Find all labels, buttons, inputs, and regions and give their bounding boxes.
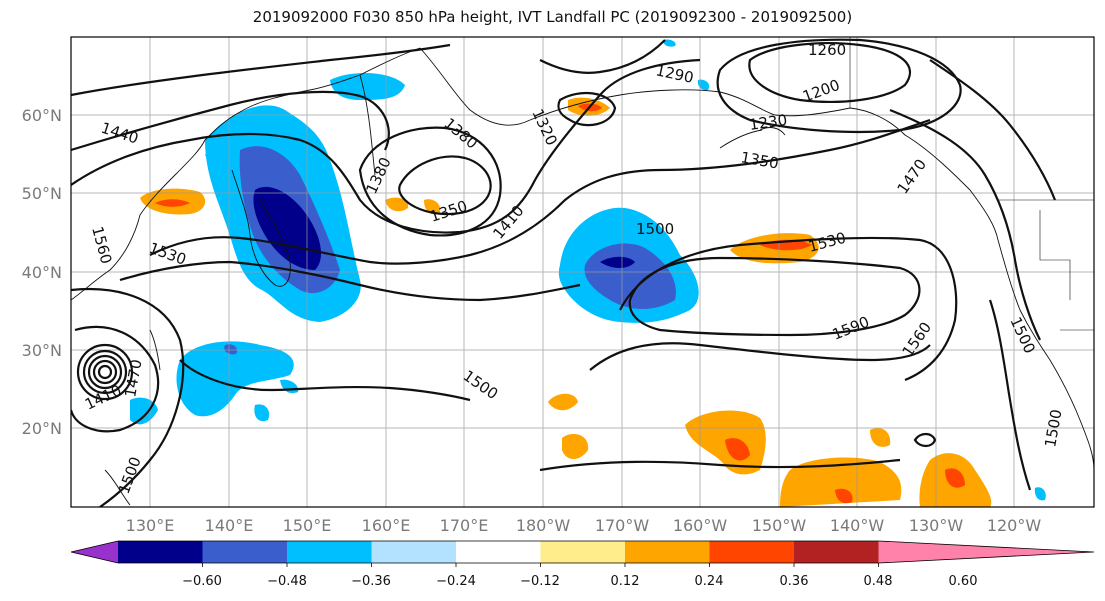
- colorbar-segments: [70, 540, 1095, 567]
- lon-label: 140°W: [830, 516, 885, 535]
- lon-label: 140°E: [205, 516, 254, 535]
- colorbar-tick-label: 0.36: [780, 574, 809, 589]
- ivt-shading: [130, 39, 1046, 507]
- negative-anomaly-subtropical: [176, 341, 294, 417]
- lat-label: 40°N: [22, 263, 62, 282]
- lat-label: 30°N: [22, 341, 62, 360]
- map-frame: [70, 36, 1095, 508]
- colorbar-ticks: −0.60 −0.48 −0.36 −0.24 −0.12 0.12 0.24 …: [182, 574, 977, 589]
- colorbar-segment: [371, 541, 457, 563]
- colorbar-extension-high: [878, 541, 1094, 563]
- contour-label: 1500: [636, 220, 674, 238]
- colorbar-tick-label: −0.12: [520, 574, 560, 589]
- map-title: 2019092000 F030 850 hPa height, IVT Land…: [252, 8, 853, 26]
- colorbar-tick-label: 0.60: [949, 574, 978, 589]
- colorbar-tick-label: −0.60: [182, 574, 222, 589]
- lon-label: 120°W: [987, 516, 1042, 535]
- colorbar-tick-label: −0.24: [436, 574, 476, 589]
- colorbar-segment: [794, 541, 879, 563]
- lon-label: 160°E: [362, 516, 411, 535]
- lat-label: 20°N: [22, 419, 62, 438]
- positive-anomaly-south: [780, 457, 902, 507]
- colorbar-segment: [118, 541, 203, 563]
- lon-label: 170°W: [595, 516, 650, 535]
- colorbar-tick-label: −0.48: [267, 574, 307, 589]
- lon-label: 150°W: [752, 516, 807, 535]
- lon-label: 160°W: [673, 516, 728, 535]
- colorbar-tick-label: 0.48: [864, 574, 893, 589]
- coastlines: [71, 47, 1094, 506]
- lon-label: 170°E: [440, 516, 489, 535]
- lon-label: 180°W: [516, 516, 571, 535]
- lon-label: 130°W: [909, 516, 964, 535]
- colorbar-segment: [625, 541, 710, 563]
- colorbar: −0.60 −0.48 −0.36 −0.24 −0.12 0.12 0.24 …: [70, 540, 1095, 589]
- colorbar-segment: [456, 541, 541, 563]
- longitude-axis: 130°E 140°E 150°E 160°E 170°E 180°W 170°…: [126, 516, 1042, 535]
- colorbar-segment: [540, 541, 626, 563]
- colorbar-tick-label: −0.36: [351, 574, 391, 589]
- lon-label: 130°E: [126, 516, 175, 535]
- colorbar-segment: [202, 541, 288, 563]
- colorbar-tick-label: 0.12: [611, 574, 640, 589]
- colorbar-outline: [70, 540, 1095, 564]
- colorbar-segment: [287, 541, 372, 563]
- contour-label: 1230: [748, 111, 788, 134]
- height-contours: [71, 38, 1057, 507]
- colorbar-tick-label: 0.24: [695, 574, 724, 589]
- latitude-axis: 60°N 50°N 40°N 30°N 20°N: [22, 106, 62, 438]
- lat-label: 50°N: [22, 184, 62, 203]
- political-borders: [849, 37, 1094, 331]
- contour-label: 1260: [808, 41, 846, 59]
- lon-label: 150°E: [283, 516, 332, 535]
- contour-label-layer: 1260 1290 1200 1230 1320 1380 1350 1380 …: [82, 41, 1065, 496]
- lat-label: 60°N: [22, 106, 62, 125]
- colorbar-extension-low: [71, 541, 118, 563]
- colorbar-segment: [709, 541, 795, 563]
